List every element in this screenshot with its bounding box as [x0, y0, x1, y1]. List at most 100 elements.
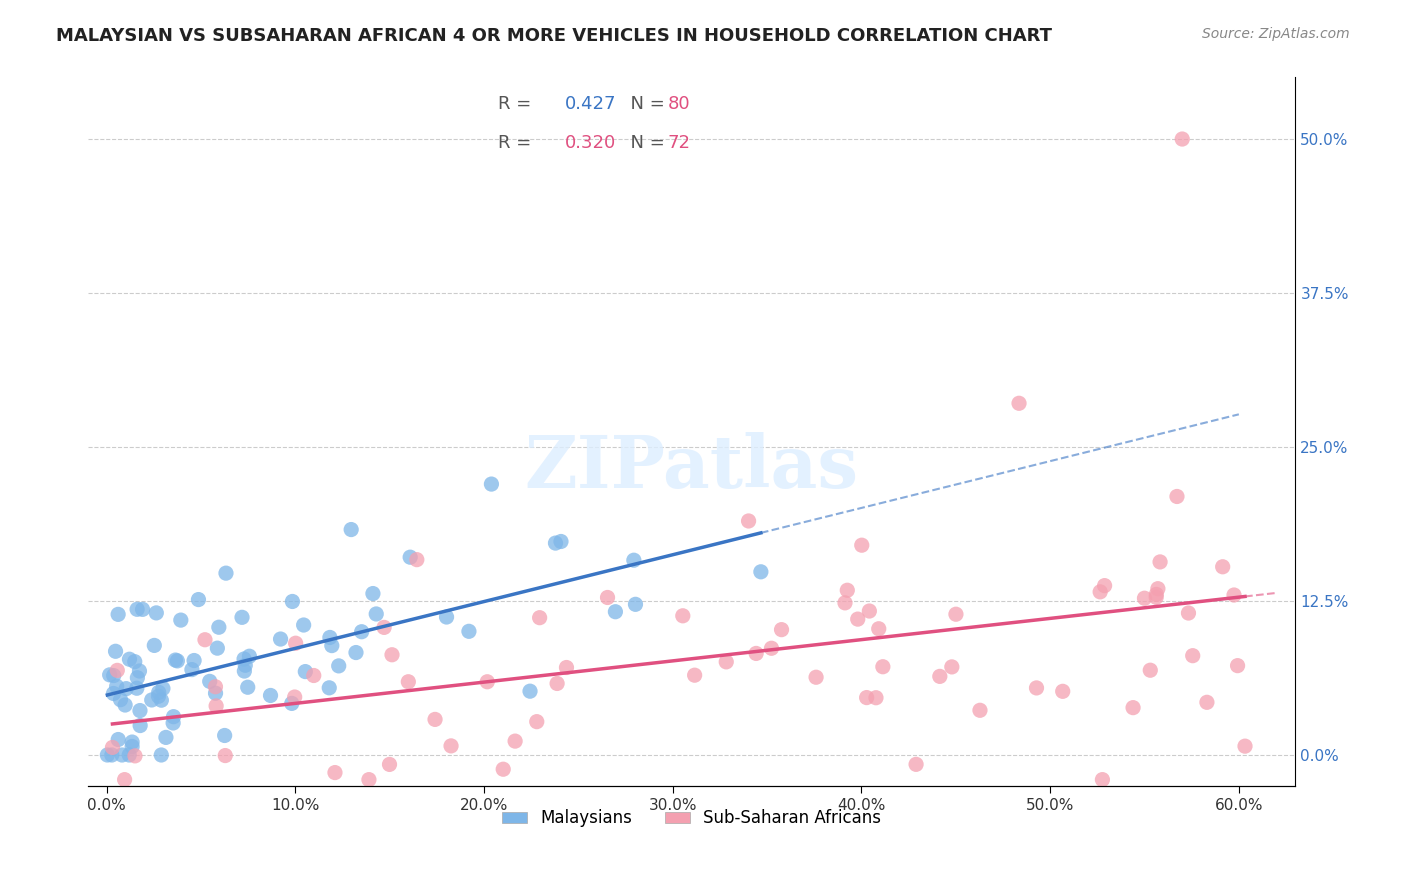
Malaysians — [321, 639, 343, 653]
Sub-Saharan Africans — [683, 668, 706, 682]
Malaysians — [624, 598, 647, 612]
Malaysians — [259, 689, 281, 703]
Sub-Saharan Africans — [837, 583, 859, 598]
Sub-Saharan Africans — [323, 765, 346, 780]
Malaysians — [128, 664, 150, 678]
Malaysians — [127, 671, 149, 685]
Malaysians — [107, 607, 129, 622]
Malaysians — [148, 690, 170, 704]
Malaysians — [344, 646, 367, 660]
Sub-Saharan Africans — [855, 690, 877, 705]
Sub-Saharan Africans — [526, 714, 548, 729]
Malaysians — [131, 602, 153, 616]
Sub-Saharan Africans — [1139, 663, 1161, 677]
Sub-Saharan Africans — [945, 607, 967, 622]
Malaysians — [103, 686, 125, 700]
Sub-Saharan Africans — [846, 612, 869, 626]
Malaysians — [155, 731, 177, 745]
Sub-Saharan Africans — [1223, 588, 1246, 602]
Malaysians — [519, 684, 541, 698]
Malaysians — [208, 620, 231, 634]
Malaysians — [187, 592, 209, 607]
Sub-Saharan Africans — [1147, 582, 1170, 596]
Text: Source: ZipAtlas.com: Source: ZipAtlas.com — [1202, 27, 1350, 41]
Sub-Saharan Africans — [477, 674, 499, 689]
Sub-Saharan Africans — [440, 739, 463, 753]
Malaysians — [125, 681, 148, 696]
Malaysians — [605, 605, 627, 619]
Malaysians — [129, 718, 152, 732]
Malaysians — [292, 618, 315, 632]
Sub-Saharan Africans — [868, 622, 890, 636]
Sub-Saharan Africans — [114, 772, 136, 787]
Text: R =: R = — [498, 134, 537, 153]
Malaysians — [162, 709, 184, 723]
Malaysians — [458, 624, 481, 639]
Text: MALAYSIAN VS SUBSAHARAN AFRICAN 4 OR MORE VEHICLES IN HOUSEHOLD CORRELATION CHAR: MALAYSIAN VS SUBSAHARAN AFRICAN 4 OR MOR… — [56, 27, 1052, 45]
Malaysians — [204, 686, 226, 700]
Sub-Saharan Africans — [378, 757, 401, 772]
Malaysians — [544, 536, 567, 550]
Legend: Malaysians, Sub-Saharan Africans: Malaysians, Sub-Saharan Africans — [495, 803, 889, 834]
Sub-Saharan Africans — [770, 623, 793, 637]
Malaysians — [198, 674, 221, 689]
Text: ZIPatlas: ZIPatlas — [524, 432, 859, 502]
Malaysians — [129, 704, 152, 718]
Malaysians — [118, 747, 141, 762]
Sub-Saharan Africans — [905, 757, 928, 772]
Text: N =: N = — [619, 95, 671, 113]
Sub-Saharan Africans — [503, 734, 526, 748]
Sub-Saharan Africans — [124, 748, 146, 763]
Malaysians — [318, 681, 340, 695]
Malaysians — [236, 680, 259, 694]
Malaysians — [121, 735, 143, 749]
Sub-Saharan Africans — [851, 538, 873, 552]
Sub-Saharan Africans — [596, 591, 619, 605]
Text: 0.427: 0.427 — [565, 95, 616, 113]
Malaysians — [101, 747, 124, 762]
Sub-Saharan Africans — [872, 659, 894, 673]
Sub-Saharan Africans — [1025, 681, 1047, 695]
Malaysians — [143, 639, 166, 653]
Text: 80: 80 — [668, 95, 690, 113]
Sub-Saharan Africans — [941, 660, 963, 674]
Malaysians — [121, 739, 143, 754]
Sub-Saharan Africans — [284, 690, 307, 704]
Sub-Saharan Africans — [716, 655, 738, 669]
Malaysians — [96, 747, 118, 762]
Malaysians — [238, 649, 260, 664]
Malaysians — [104, 644, 127, 658]
Sub-Saharan Africans — [555, 660, 578, 674]
Malaysians — [623, 553, 645, 567]
Malaysians — [115, 681, 138, 696]
Sub-Saharan Africans — [423, 713, 446, 727]
Malaysians — [233, 658, 256, 673]
Text: N =: N = — [619, 134, 671, 153]
Malaysians — [145, 606, 167, 620]
Sub-Saharan Africans — [1144, 587, 1167, 601]
Malaysians — [152, 681, 174, 696]
Malaysians — [124, 655, 146, 669]
Malaysians — [180, 663, 202, 677]
Sub-Saharan Africans — [1171, 132, 1194, 146]
Sub-Saharan Africans — [1212, 559, 1234, 574]
Malaysians — [340, 523, 363, 537]
Malaysians — [270, 632, 292, 646]
Malaysians — [183, 653, 205, 667]
Sub-Saharan Africans — [1149, 555, 1171, 569]
Malaysians — [98, 668, 121, 682]
Malaysians — [281, 594, 304, 608]
Sub-Saharan Africans — [1094, 579, 1116, 593]
Malaysians — [127, 602, 149, 616]
Malaysians — [749, 565, 772, 579]
Sub-Saharan Africans — [105, 664, 128, 678]
Sub-Saharan Africans — [373, 620, 395, 634]
Sub-Saharan Africans — [405, 552, 427, 566]
Sub-Saharan Africans — [101, 740, 124, 755]
Sub-Saharan Africans — [205, 698, 228, 713]
Malaysians — [481, 477, 503, 491]
Malaysians — [361, 586, 384, 600]
Sub-Saharan Africans — [761, 641, 783, 656]
Sub-Saharan Africans — [396, 674, 419, 689]
Malaysians — [162, 716, 184, 731]
